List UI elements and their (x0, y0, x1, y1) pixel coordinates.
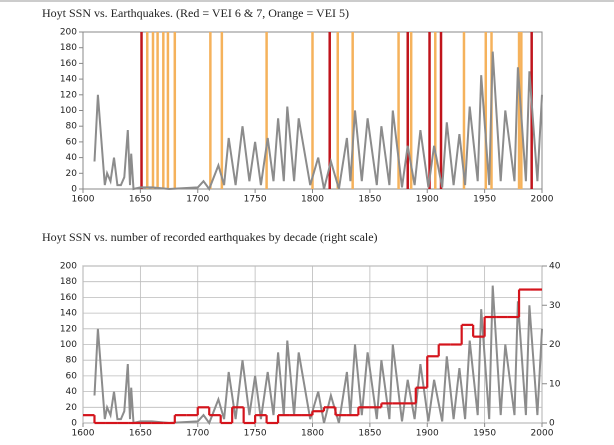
ssn-line (93, 51, 543, 192)
y-tick-label: 200 (60, 28, 77, 38)
chart-title: Hoyt SSN vs. Earthquakes. (Red = VEI 6 &… (42, 6, 349, 20)
x-tick-label: 1800 (301, 429, 324, 439)
y-tick-label: 80 (66, 122, 78, 132)
y-tick-label: 120 (60, 90, 77, 100)
y2-tick-label: 40 (549, 262, 561, 272)
y-tick-label: 100 (60, 340, 77, 350)
x-tick-label: 1600 (72, 195, 95, 205)
y-tick-label: 0 (71, 185, 77, 195)
y-tick-label: 80 (66, 356, 78, 366)
y-tick-label: 160 (60, 293, 77, 303)
y-tick-label: 100 (60, 106, 77, 116)
x-tick-label: 1650 (129, 195, 152, 205)
y-tick-label: 20 (66, 403, 78, 413)
x-tick-label: 1700 (186, 429, 209, 439)
x-tick-label: 2000 (531, 195, 554, 205)
y-tick-label: 180 (60, 43, 77, 53)
x-tick-label: 1900 (416, 429, 439, 439)
ssn-line (93, 285, 543, 426)
y-tick-label: 200 (60, 262, 77, 272)
x-tick-label: 1900 (416, 195, 439, 205)
y-tick-label: 140 (60, 309, 77, 319)
y-tick-label: 20 (66, 169, 78, 179)
x-tick-label: 1650 (129, 429, 152, 439)
y-tick-label: 60 (66, 137, 78, 147)
y-tick-label: 0 (71, 419, 77, 429)
y-tick-label: 120 (60, 324, 77, 334)
x-tick-label: 1800 (301, 195, 324, 205)
x-tick-label: 1600 (72, 429, 95, 439)
x-tick-label: 1750 (244, 429, 267, 439)
x-tick-label: 1850 (358, 429, 381, 439)
x-tick-label: 2000 (531, 429, 554, 439)
y-tick-label: 160 (60, 59, 77, 69)
x-tick-label: 1850 (358, 195, 381, 205)
y2-tick-label: 10 (549, 379, 561, 389)
y2-tick-label: 20 (549, 340, 561, 350)
y-tick-label: 180 (60, 277, 77, 287)
y2-tick-label: 30 (549, 301, 561, 311)
x-tick-label: 1950 (473, 429, 496, 439)
y-tick-label: 40 (66, 153, 78, 163)
y-tick-label: 40 (66, 387, 78, 397)
x-tick-label: 1750 (244, 195, 267, 205)
chart-title: Hoyt SSN vs. number of recorded earthqua… (42, 230, 378, 244)
y-tick-label: 140 (60, 75, 77, 85)
x-tick-label: 1950 (473, 195, 496, 205)
y2-tick-label: 0 (549, 419, 555, 429)
y-tick-label: 60 (66, 371, 78, 381)
x-tick-label: 1700 (186, 195, 209, 205)
